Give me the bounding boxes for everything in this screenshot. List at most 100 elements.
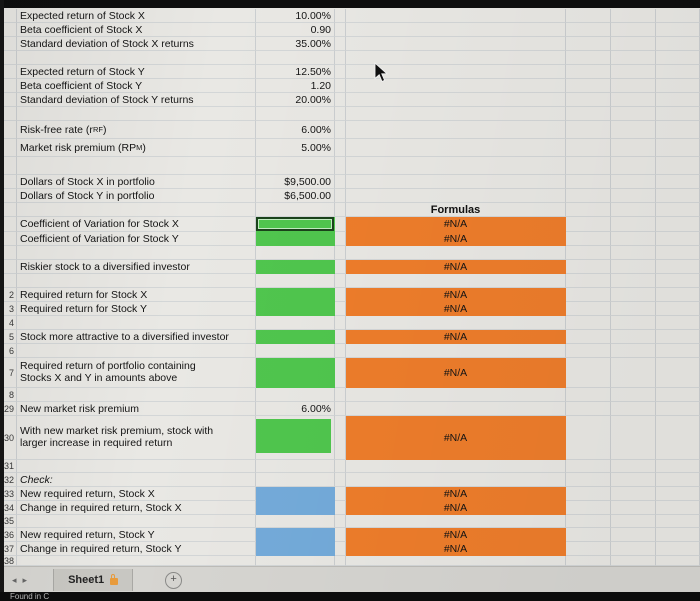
row-label-cell[interactable]: Check: [17,473,256,487]
row-label-cell[interactable]: Riskier stock to a diversified investor [17,260,256,274]
row-label-cell[interactable] [17,157,256,175]
row-number[interactable] [4,107,17,121]
row-label-cell[interactable] [17,246,256,260]
row-label-cell[interactable]: Risk-free rate (r RF) [17,121,256,139]
input-cell[interactable] [256,260,335,274]
row-number[interactable] [4,9,17,23]
value-cell[interactable] [256,460,335,473]
row-number[interactable] [4,189,17,203]
value-cell[interactable] [256,246,335,260]
row-number[interactable]: 36 [4,528,17,542]
row-number[interactable]: 30 [4,416,17,460]
value-cell[interactable]: 20.00% [256,93,335,107]
row-number[interactable]: 6 [4,344,17,358]
row-label-cell[interactable]: Required return of portfolio containing … [17,358,256,388]
input-cell[interactable] [256,528,335,542]
row-number[interactable] [4,121,17,139]
formula-cell[interactable]: #N/A [346,487,566,501]
formula-cell[interactable]: #N/A [346,217,566,232]
input-cell[interactable] [256,542,335,556]
row-number[interactable] [4,79,17,93]
row-number[interactable] [4,37,17,51]
value-cell[interactable] [256,51,335,65]
input-cell[interactable] [256,501,335,515]
formula-cell[interactable]: #N/A [346,542,566,556]
row-label-cell[interactable]: New market risk premium [17,402,256,416]
add-sheet-button[interactable]: + [165,571,183,589]
row-label-cell[interactable] [17,316,256,330]
row-label-cell[interactable]: New required return, Stock X [17,487,256,501]
row-number[interactable] [4,260,17,274]
input-cell[interactable] [256,487,335,501]
value-cell[interactable]: 5.00% [256,139,335,157]
value-cell[interactable] [256,515,335,528]
row-number[interactable] [4,274,17,288]
formula-cell[interactable]: #N/A [346,232,566,246]
row-number[interactable]: 35 [4,515,17,528]
row-number[interactable] [4,217,17,232]
row-number[interactable]: 31 [4,460,17,473]
row-number[interactable]: 33 [4,487,17,501]
value-cell[interactable] [256,203,335,217]
value-cell[interactable] [256,316,335,330]
row-number[interactable]: 7 [4,358,17,388]
formula-cell[interactable]: #N/A [346,288,566,302]
row-label-cell[interactable]: Dollars of Stock Y in portfolio [17,189,256,203]
value-cell[interactable]: 35.00% [256,37,335,51]
row-number[interactable] [4,175,17,189]
value-cell[interactable] [256,157,335,175]
row-label-cell[interactable] [17,460,256,473]
row-label-cell[interactable]: Standard deviation of Stock X returns [17,37,256,51]
value-cell[interactable]: $6,500.00 [256,189,335,203]
row-number[interactable]: 32 [4,473,17,487]
row-label-cell[interactable] [17,51,256,65]
row-label-cell[interactable]: Required return for Stock X [17,288,256,302]
input-cell[interactable] [256,358,335,388]
row-label-cell[interactable]: Stock more attractive to a diversified i… [17,330,256,344]
input-cell[interactable] [256,302,335,316]
value-cell[interactable]: $9,500.00 [256,175,335,189]
row-label-cell[interactable]: With new market risk premium, stock with… [17,416,256,460]
row-label-cell[interactable]: Expected return of Stock Y [17,65,256,79]
row-number[interactable]: 5 [4,330,17,344]
row-number[interactable]: 4 [4,316,17,330]
row-label-cell[interactable] [17,107,256,121]
formula-cell[interactable]: #N/A [346,358,566,388]
row-number[interactable] [4,23,17,37]
formula-cell[interactable]: #N/A [346,330,566,344]
sheet-nav-next-button[interactable]: ▸ [22,574,28,585]
value-cell[interactable] [256,556,335,566]
row-label-cell[interactable]: Change in required return, Stock Y [17,542,256,556]
row-label-cell[interactable] [17,274,256,288]
row-label-cell[interactable]: Beta coefficient of Stock Y [17,79,256,93]
value-cell[interactable]: 10.00% [256,9,335,23]
formula-cell[interactable]: #N/A [346,501,566,515]
row-label-cell[interactable] [17,203,256,217]
row-number[interactable] [4,51,17,65]
value-cell[interactable] [256,274,335,288]
sheet-tab[interactable]: Sheet1 [53,569,134,591]
row-label-cell[interactable] [17,515,256,528]
formula-cell[interactable]: #N/A [346,416,566,460]
input-cell[interactable] [256,288,335,302]
row-number[interactable] [4,65,17,79]
row-label-cell[interactable] [17,388,256,402]
row-label-cell[interactable]: Market risk premium (RP M) [17,139,256,157]
input-cell[interactable] [256,416,335,460]
row-number[interactable] [4,246,17,260]
value-cell[interactable]: 6.00% [256,402,335,416]
value-cell[interactable] [256,388,335,402]
input-cell[interactable] [256,330,335,344]
row-label-cell[interactable]: Expected return of Stock X [17,9,256,23]
row-number[interactable] [4,139,17,157]
row-label-cell[interactable]: Coefficient of Variation for Stock Y [17,232,256,246]
row-label-cell[interactable] [17,344,256,358]
row-number[interactable] [4,203,17,217]
row-number[interactable]: 8 [4,388,17,402]
value-cell[interactable]: 12.50% [256,65,335,79]
row-label-cell[interactable]: Dollars of Stock X in portfolio [17,175,256,189]
formula-cell[interactable]: #N/A [346,528,566,542]
value-cell[interactable] [256,473,335,487]
value-cell[interactable]: 6.00% [256,121,335,139]
row-number[interactable] [4,232,17,246]
